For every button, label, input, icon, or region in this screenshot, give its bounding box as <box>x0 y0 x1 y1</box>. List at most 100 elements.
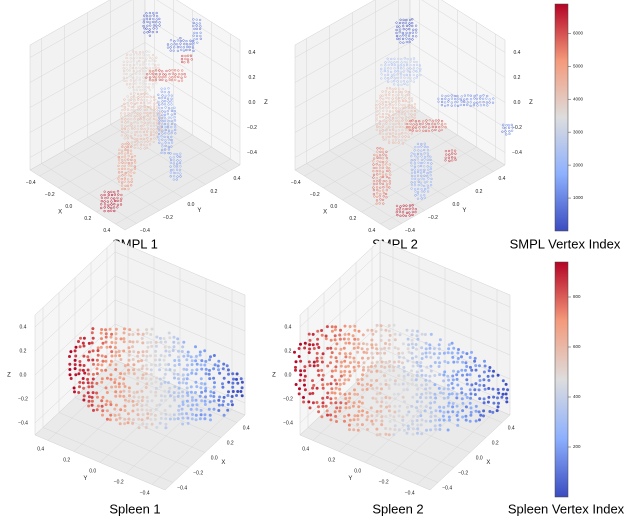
grid-line <box>379 275 511 332</box>
point <box>329 418 333 422</box>
point <box>347 423 351 427</box>
point <box>329 338 333 342</box>
point <box>361 388 365 392</box>
point <box>420 383 424 387</box>
point <box>185 39 188 43</box>
point <box>381 132 385 136</box>
point <box>153 137 156 140</box>
point <box>433 383 437 387</box>
point <box>182 377 186 381</box>
point <box>177 349 180 353</box>
point <box>451 374 455 378</box>
point <box>486 374 490 378</box>
point <box>442 405 446 409</box>
point <box>82 354 86 358</box>
point <box>293 350 296 354</box>
point <box>320 333 324 337</box>
point <box>450 156 454 159</box>
point <box>330 369 334 373</box>
point <box>375 125 379 128</box>
point <box>409 67 412 70</box>
point <box>200 359 204 363</box>
point <box>158 75 161 78</box>
point <box>190 396 194 399</box>
point <box>375 116 378 119</box>
point <box>424 387 428 391</box>
point <box>408 97 411 100</box>
point <box>155 15 159 18</box>
point <box>379 186 382 189</box>
point <box>461 409 465 413</box>
point <box>131 409 135 413</box>
point <box>132 404 135 407</box>
point <box>456 94 459 98</box>
point <box>404 135 407 138</box>
point <box>124 184 127 188</box>
point <box>308 392 312 396</box>
point <box>338 337 342 341</box>
point <box>186 54 190 57</box>
point <box>182 367 186 371</box>
point <box>124 121 127 124</box>
point <box>105 345 109 349</box>
point <box>121 130 124 134</box>
point <box>429 364 433 368</box>
grid-line <box>47 365 129 441</box>
point <box>121 174 124 177</box>
point <box>172 413 176 417</box>
point <box>384 415 388 418</box>
point <box>385 128 388 132</box>
y-tick-label: 0.4 <box>498 176 505 182</box>
point <box>394 138 398 142</box>
point <box>73 349 77 353</box>
point <box>198 417 202 421</box>
point <box>103 206 106 209</box>
point <box>360 401 364 405</box>
point <box>398 125 401 128</box>
point <box>325 396 329 399</box>
point <box>132 391 136 394</box>
point <box>141 85 144 88</box>
point <box>445 153 448 156</box>
point <box>117 177 120 180</box>
point <box>104 355 108 359</box>
point <box>387 433 391 437</box>
point <box>376 100 379 103</box>
point <box>139 134 142 137</box>
point <box>382 153 385 156</box>
point <box>136 376 140 380</box>
point <box>394 132 398 135</box>
point <box>127 386 131 390</box>
grid-line <box>294 17 411 83</box>
point <box>123 364 127 368</box>
point <box>140 418 144 422</box>
point <box>428 374 432 378</box>
point <box>87 358 91 362</box>
point <box>294 368 297 372</box>
point <box>401 395 405 399</box>
point <box>397 83 400 86</box>
point <box>401 138 404 141</box>
point <box>172 159 176 162</box>
point <box>195 24 198 27</box>
point <box>155 30 159 34</box>
point <box>91 327 95 331</box>
point <box>239 390 243 393</box>
point <box>510 129 514 132</box>
point <box>156 121 159 124</box>
point <box>166 112 170 116</box>
point <box>113 413 117 417</box>
point <box>173 40 176 43</box>
point <box>408 211 411 214</box>
point <box>356 337 360 341</box>
point <box>385 169 389 173</box>
point <box>376 192 379 195</box>
point <box>446 361 450 365</box>
point <box>317 373 321 377</box>
point <box>186 373 190 377</box>
point <box>416 415 420 418</box>
point <box>479 97 482 100</box>
point <box>194 418 198 422</box>
point <box>417 161 420 164</box>
point <box>195 18 198 21</box>
